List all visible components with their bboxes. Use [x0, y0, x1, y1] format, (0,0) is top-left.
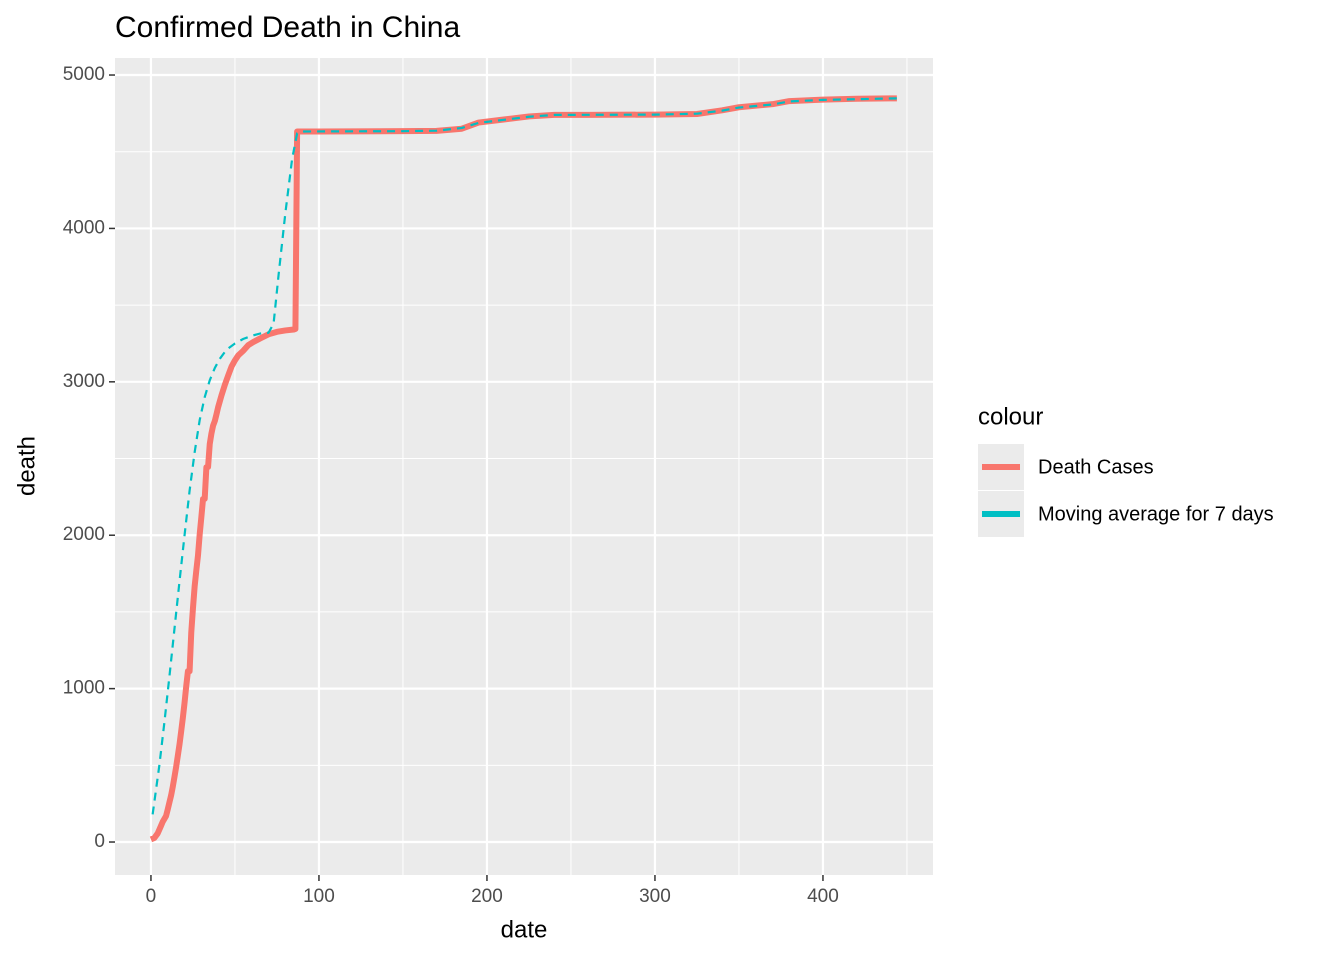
- y-tick-label: 1000: [63, 678, 105, 699]
- y-tick-label: 0: [94, 831, 105, 852]
- x-tick-label: 200: [471, 886, 503, 907]
- x-tick-label: 100: [303, 886, 335, 907]
- y-tick-label: 5000: [63, 64, 105, 85]
- chart-title: Confirmed Death in China: [115, 11, 460, 44]
- legend-title: colour: [978, 403, 1043, 430]
- x-tick-label: 0: [146, 886, 157, 907]
- x-tick-label: 300: [639, 886, 671, 907]
- y-tick-label: 2000: [63, 524, 105, 545]
- grid: [115, 58, 933, 875]
- y-axis-label: death: [13, 436, 40, 496]
- series-line: [151, 97, 897, 815]
- y-tick-label: 3000: [63, 371, 105, 392]
- y-tick-label: 4000: [63, 217, 105, 238]
- lines: [149, 95, 897, 843]
- x-tick-label: 400: [807, 886, 839, 907]
- x-axis-label: date: [501, 916, 548, 943]
- legend: Death Cases Moving average for 7 days: [978, 444, 1274, 537]
- panel: [115, 58, 933, 875]
- legend-label: Moving average for 7 days: [1038, 503, 1274, 525]
- legend-label: Death Cases: [1038, 456, 1154, 478]
